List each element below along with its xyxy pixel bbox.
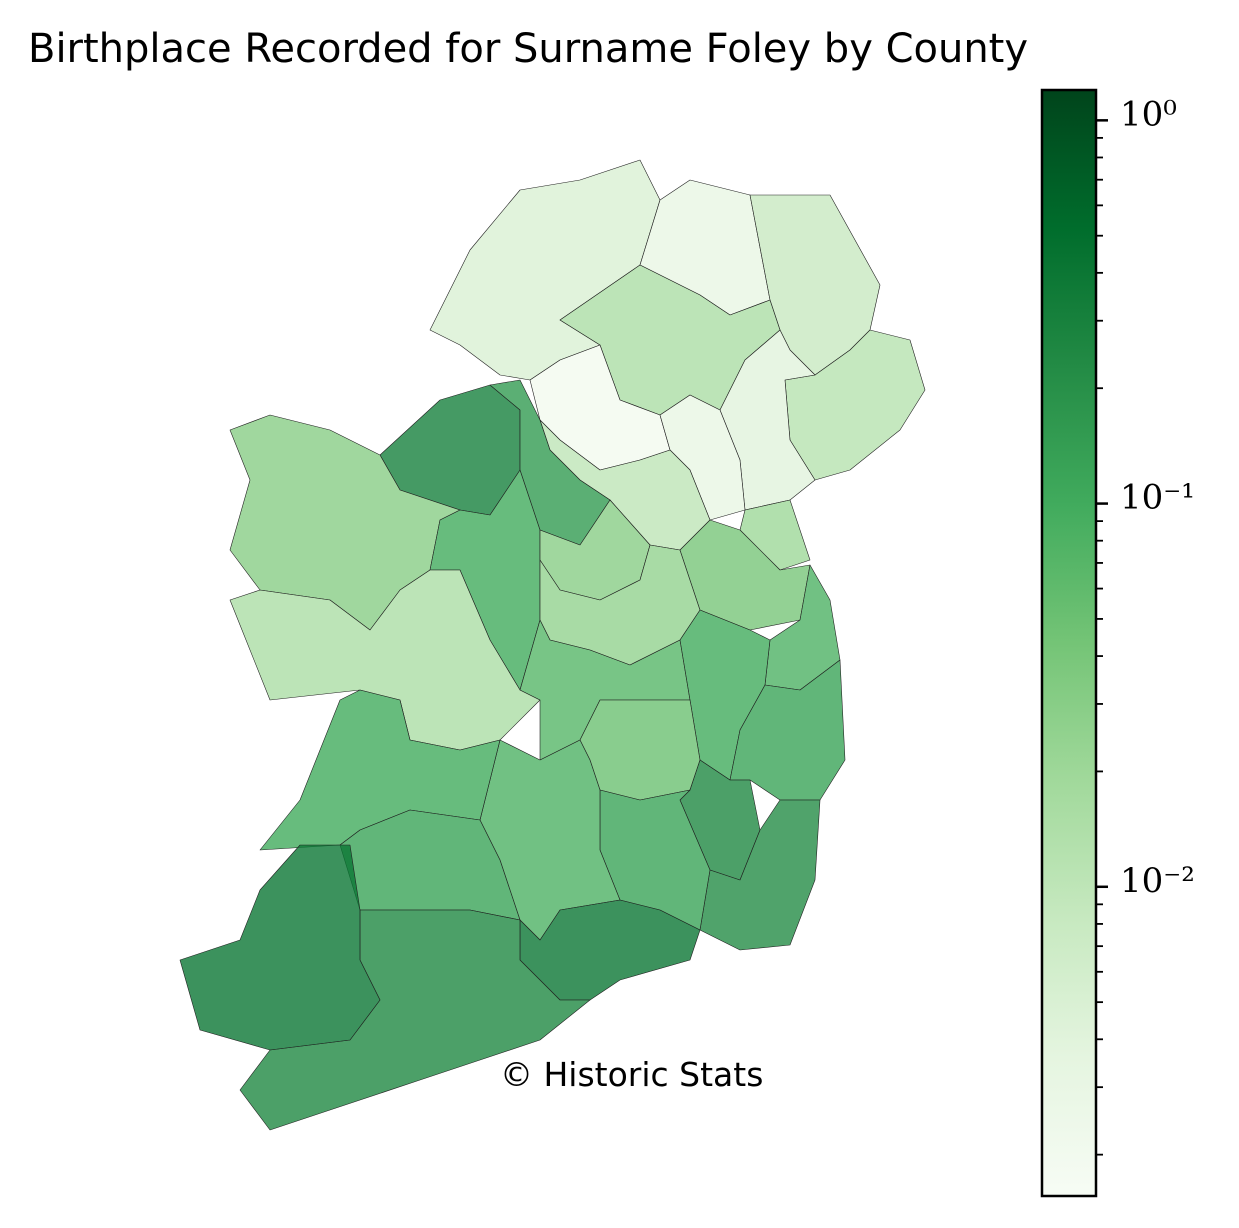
colorbar <box>1040 88 1098 1198</box>
colorbar-tick-label: 10⁰ <box>1120 94 1177 134</box>
colorbar-tick-label: 10⁻¹ <box>1120 478 1195 518</box>
colorbar-tick-label: 10⁻² <box>1120 861 1195 901</box>
map <box>179 159 926 1131</box>
annotation: © Historic Stats <box>500 1055 763 1094</box>
chart-title: Birthplace Recorded for Surname Foley by… <box>28 26 1028 72</box>
county <box>739 499 811 571</box>
county <box>179 844 381 1051</box>
